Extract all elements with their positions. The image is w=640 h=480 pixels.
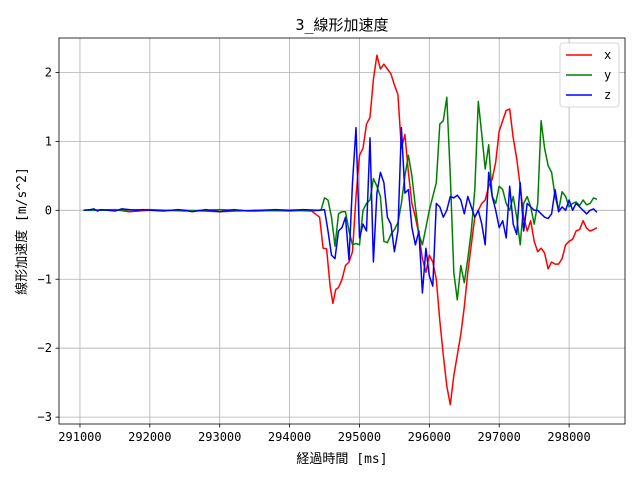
plot-frame [58, 37, 626, 425]
x-tick-label: 296000 [408, 430, 451, 444]
legend: xyz [559, 42, 620, 108]
series-line-z [83, 126, 598, 294]
y-tick-label: −3 [38, 410, 52, 424]
x-tick-label: 298000 [547, 430, 590, 444]
legend-label-z: z [604, 88, 611, 102]
y-tick-label: 1 [45, 134, 52, 148]
y-tick-label: 0 [45, 203, 52, 217]
series-line-y [83, 96, 598, 301]
y-axis-label: 線形加速度 [m/s^2] [14, 167, 30, 295]
chart-title: 3_線形加速度 [295, 16, 388, 34]
x-axis-label: 経過時間 [ms] [296, 452, 387, 467]
x-tick-label: 297000 [478, 430, 521, 444]
series-line-x [83, 54, 598, 406]
y-tick-label: −2 [38, 341, 52, 355]
x-tick-label: 295000 [338, 430, 381, 444]
y-axis-ticks: −3 −2 −1 0 1 2 [38, 65, 59, 424]
x-axis-ticks: 291000 292000 293000 294000 295000 296000 2970… [58, 424, 591, 444]
x-tick-label: 291000 [58, 430, 101, 444]
legend-label-x: x [604, 48, 611, 62]
series-lines [83, 54, 598, 406]
x-tick-label: 293000 [198, 430, 241, 444]
y-tick-label: −1 [38, 272, 52, 286]
x-tick-label: 294000 [268, 430, 311, 444]
legend-label-y: y [604, 68, 611, 82]
y-tick-label: 2 [45, 65, 52, 79]
x-tick-label: 292000 [128, 430, 171, 444]
